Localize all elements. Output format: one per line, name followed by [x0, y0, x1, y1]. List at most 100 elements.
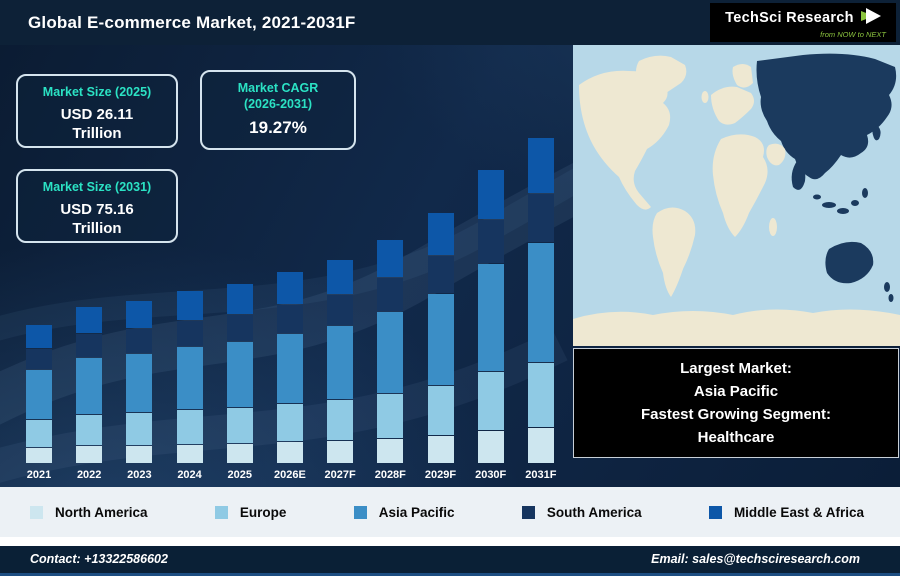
- contact-info: Contact: +13322586602: [30, 552, 168, 566]
- stacked-bar-2030F: [477, 170, 504, 463]
- bar-segment-south-america: [477, 220, 504, 263]
- bar-segment-europe: [126, 413, 153, 445]
- bar-segment-middle-east-africa: [76, 307, 103, 333]
- market-size-2025-value: USD 26.11: [60, 106, 134, 123]
- bar-segment-asia-pacific: [226, 342, 253, 407]
- market-size-2031-value: USD 75.16: [60, 201, 134, 218]
- x-axis-label: 2026E: [274, 469, 306, 481]
- techsci-logo: TechSci Research from NOW to NEXT: [710, 3, 896, 42]
- x-axis-label: 2029F: [424, 469, 457, 481]
- market-size-2031-unit: Trillion: [72, 220, 122, 237]
- bar-segment-south-america: [527, 194, 554, 242]
- bar-segment-south-america: [226, 315, 253, 341]
- bar-column-2027F: 2027F: [315, 260, 365, 481]
- legend-label: Asia Pacific: [378, 504, 455, 520]
- bar-column-2028F: 2028F: [365, 240, 415, 481]
- bar-segment-south-america: [427, 256, 454, 293]
- bar-segment-middle-east-africa: [176, 291, 203, 320]
- legend-item-europe: Europe: [214, 504, 287, 520]
- bar-column-2030F: 2030F: [466, 170, 516, 481]
- x-axis-label: 2021: [26, 469, 52, 481]
- bar-segment-north-america: [276, 442, 303, 463]
- bar-column-2029F: 2029F: [416, 213, 466, 481]
- legend-label: North America: [55, 504, 148, 520]
- bar-segment-south-america: [377, 278, 404, 311]
- x-axis-label: 2027F: [324, 469, 356, 481]
- stacked-bar-2024: [176, 291, 203, 463]
- bar-segment-middle-east-africa: [527, 138, 554, 193]
- largest-market-label: Largest Market:: [680, 360, 792, 377]
- bar-segment-south-america: [327, 295, 354, 325]
- bar-segment-middle-east-africa: [226, 284, 253, 314]
- bar-segment-middle-east-africa: [477, 170, 504, 219]
- bar-column-2025: 2025: [215, 284, 265, 481]
- bar-segment-asia-pacific: [26, 370, 52, 419]
- chart-legend: North America Europe Asia Pacific South Ame…: [0, 487, 900, 537]
- bar-column-2024: 2024: [165, 291, 215, 481]
- bar-segment-south-america: [276, 305, 303, 333]
- bar-column-2026E: 2026E: [265, 272, 315, 481]
- bar-segment-middle-east-africa: [427, 213, 454, 255]
- legend-swatch-europe: [214, 505, 228, 519]
- bar-segment-middle-east-africa: [26, 325, 52, 348]
- bar-segment-asia-pacific: [126, 354, 153, 412]
- bar-segment-europe: [26, 420, 52, 447]
- x-axis-label: 2031F: [525, 469, 557, 481]
- bar-column-2021: 2021: [14, 325, 64, 481]
- bar-segment-north-america: [527, 428, 554, 463]
- market-size-2031-label: Market Size (2031): [42, 180, 152, 194]
- bar-segment-middle-east-africa: [327, 260, 354, 294]
- bar-column-2022: 2022: [64, 307, 114, 481]
- bar-segment-europe: [76, 415, 103, 445]
- market-cagr-value: 19.27%: [249, 118, 307, 137]
- stacked-bar-2029F: [427, 213, 454, 463]
- bar-segment-europe: [527, 363, 554, 427]
- market-cagr-box: Market CAGR (2026-2031) 19.27%: [200, 70, 356, 150]
- x-axis-label: 2024: [177, 469, 202, 481]
- legend-swatch-north-america: [30, 505, 43, 519]
- bar-segment-south-america: [76, 334, 103, 357]
- market-cagr-label-line2: (2026-2031): [243, 97, 313, 111]
- bar-segment-north-america: [477, 431, 504, 463]
- bar-segment-europe: [327, 400, 354, 440]
- legend-label: Middle East & Africa: [733, 504, 864, 520]
- legend-label: Europe: [239, 504, 287, 520]
- bar-segment-north-america: [76, 446, 103, 463]
- stacked-bar-2031F: [527, 138, 554, 463]
- x-axis-label: 2023: [127, 469, 152, 481]
- bar-segment-middle-east-africa: [126, 301, 153, 328]
- legend-label: South America: [546, 504, 642, 520]
- bar-segment-south-america: [26, 349, 52, 369]
- stacked-bar-2025: [226, 284, 253, 463]
- logo-tagline: from NOW to NEXT: [820, 30, 886, 39]
- fastest-segment-value: Healthcare: [697, 429, 775, 446]
- market-size-2025-box: Market Size (2025) USD 26.11 Trillion: [16, 74, 178, 148]
- market-cagr-label-line1: Market CAGR: [237, 81, 319, 95]
- market-size-2031-box: Market Size (2031) USD 75.16 Trillion: [16, 169, 178, 243]
- bar-segment-middle-east-africa: [276, 272, 303, 304]
- bar-column-2031F: 2031F: [516, 138, 566, 481]
- x-axis-label: 2022: [76, 469, 102, 481]
- legend-item-north-america: North America: [30, 505, 148, 520]
- email-info: Email: sales@techsciresearch.com: [651, 552, 860, 566]
- stacked-bar-2023: [126, 301, 153, 463]
- stacked-bar-2022: [76, 307, 103, 463]
- page-title: Global E-commerce Market, 2021-2031F: [28, 13, 356, 32]
- x-axis-label: 2030F: [475, 469, 507, 481]
- bar-chart: 2021 2022 2023 2024 2025 2026E 2027F 2028F 2029F…: [14, 138, 566, 481]
- logo-text: TechSci Research: [725, 10, 854, 26]
- bar-column-2023: 2023: [114, 301, 164, 481]
- bar-segment-asia-pacific: [377, 312, 404, 393]
- stacked-bar-2021: [26, 325, 52, 463]
- bar-segment-south-america: [176, 321, 203, 346]
- bar-segment-asia-pacific: [477, 264, 504, 371]
- bar-segment-asia-pacific: [176, 347, 203, 409]
- arrow-right-icon: [860, 8, 881, 28]
- market-size-2025-unit: Trillion: [72, 125, 122, 142]
- footer: Contact: +13322586602 Email: sales@techs…: [0, 546, 900, 576]
- bar-segment-europe: [377, 394, 404, 438]
- x-axis-label: 2028F: [374, 469, 406, 481]
- legend-swatch-south-america: [521, 505, 535, 519]
- fastest-segment-label: Fastest Growing Segment:: [640, 406, 832, 423]
